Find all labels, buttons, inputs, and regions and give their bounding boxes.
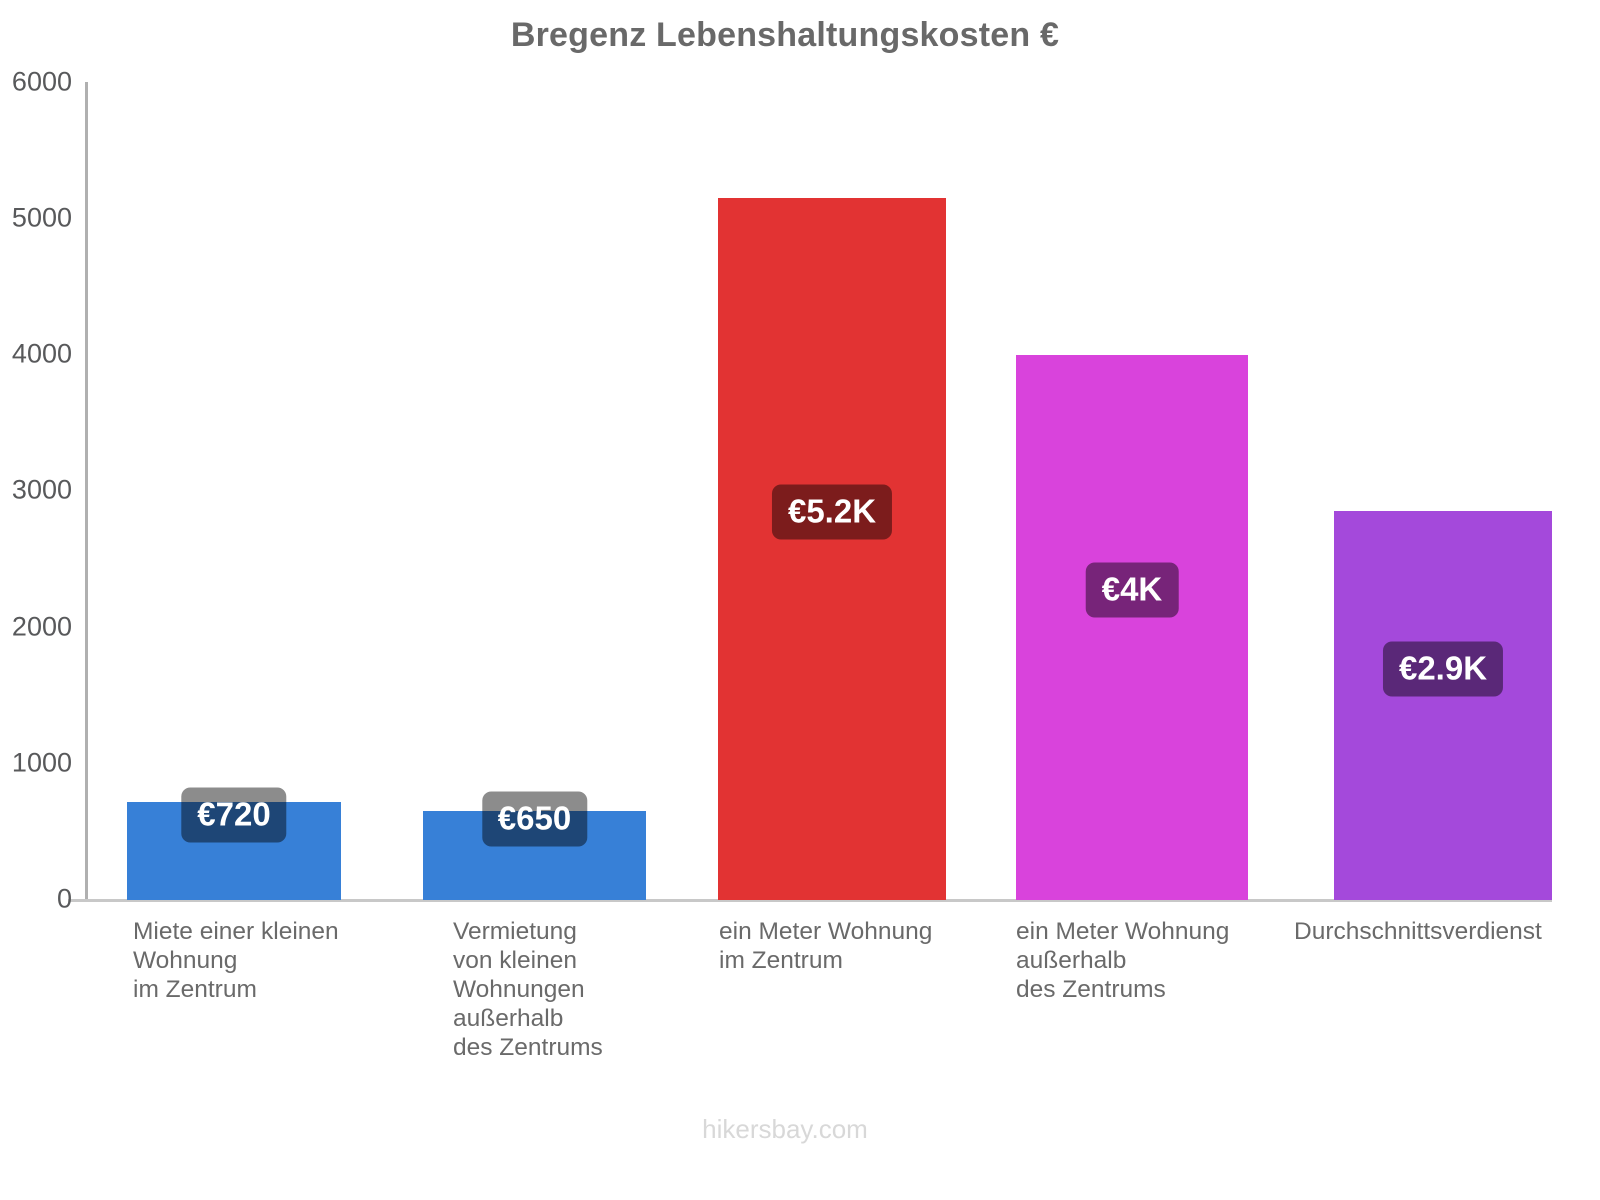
- x-axis-label: ein Meter Wohnung im Zentrum: [719, 918, 933, 974]
- bar-value-badge: €720: [181, 787, 287, 843]
- y-tick-label: 3000: [11, 474, 72, 505]
- x-axis-label: Miete einer kleinen Wohnung im Zentrum: [133, 918, 339, 1003]
- bars-layer: [0, 82, 1600, 900]
- y-tick-label: 1000: [11, 747, 72, 778]
- y-tick-label: 2000: [11, 611, 72, 642]
- bar-ein-meter-wohnung-ausserhalb-des-zentrums[interactable]: [1016, 354, 1248, 900]
- x-axis-label: Durchschnittsverdienst: [1294, 918, 1542, 945]
- y-tick-label: 6000: [11, 66, 72, 97]
- y-tick-label: 4000: [11, 338, 72, 369]
- x-axis-label: Vermietung von kleinen Wohnungen außerha…: [453, 918, 603, 1061]
- x-axis-label: ein Meter Wohnung außerhalb des Zentrums: [1016, 918, 1230, 1003]
- bar-durchschnittsverdienst[interactable]: [1334, 511, 1552, 900]
- chart-title: Bregenz Lebenshaltungskosten €: [510, 16, 1060, 54]
- bar-value-badge: €650: [481, 791, 588, 847]
- y-tick-label: 0: [56, 883, 72, 914]
- y-axis-line: [85, 82, 88, 900]
- watermark-hikersbay: hikersbay.com: [702, 1114, 868, 1144]
- bar-value-badge: €5.2K: [771, 484, 893, 540]
- bar-ein-meter-wohnung-im-zentrum[interactable]: [718, 197, 946, 900]
- bar-value-badge: €2.9K: [1382, 641, 1504, 697]
- x-axis-line: [68, 899, 1552, 902]
- y-tick-label: 5000: [11, 202, 72, 233]
- bar-value-badge: €4K: [1085, 562, 1179, 618]
- bar-vermietung-von-kleinen-wohnungen-ausserhalb-des-zentrums[interactable]: [423, 811, 646, 900]
- bar-miete-einer-kleinen-wohnung-im-zentrum[interactable]: [127, 801, 341, 900]
